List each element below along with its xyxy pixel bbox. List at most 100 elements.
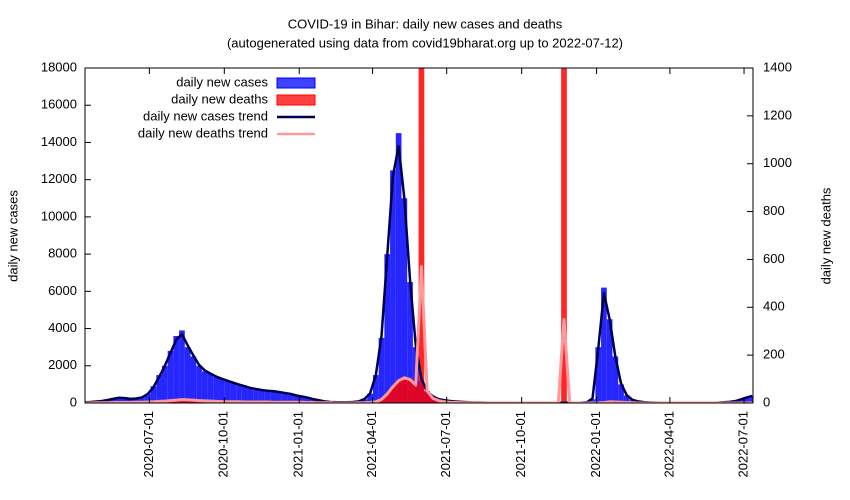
x-tick-label: 2021-07-01 xyxy=(438,411,453,478)
bar xyxy=(179,330,185,403)
bar xyxy=(133,398,140,403)
bar xyxy=(298,396,305,403)
bar xyxy=(270,390,277,403)
bar xyxy=(401,198,408,403)
y2-tick-label: 600 xyxy=(763,251,785,266)
x-tick-label: 2021-10-01 xyxy=(513,411,528,478)
bar xyxy=(407,282,413,403)
bar xyxy=(293,395,299,403)
y-tick-label: 12000 xyxy=(41,171,77,186)
bar xyxy=(304,397,311,403)
bar xyxy=(412,385,419,403)
bar xyxy=(429,398,436,403)
bar xyxy=(395,380,402,403)
bar xyxy=(213,376,220,403)
bar xyxy=(401,376,408,403)
bar xyxy=(201,371,208,403)
bar xyxy=(139,397,145,403)
bar xyxy=(161,365,168,403)
x-tick-label: 2021-04-01 xyxy=(364,411,379,478)
bar xyxy=(173,336,180,403)
y2-tick-label: 1200 xyxy=(763,107,792,122)
bar xyxy=(281,392,288,403)
bar xyxy=(743,397,750,403)
x-tick-label: 2022-01-01 xyxy=(588,411,603,478)
y-tick-label: 14000 xyxy=(41,134,77,149)
legend-swatch xyxy=(276,77,316,89)
bar xyxy=(618,384,624,403)
y-axis-label: daily new cases xyxy=(5,190,20,282)
trend-line xyxy=(85,265,753,403)
bar xyxy=(264,390,271,403)
legend-label: daily new deaths xyxy=(171,91,268,106)
bar xyxy=(737,399,744,403)
legend-label: daily new cases xyxy=(176,74,268,89)
bar xyxy=(361,399,368,403)
bar xyxy=(150,386,157,403)
bar xyxy=(395,133,402,403)
bar xyxy=(110,398,117,403)
bar xyxy=(749,395,753,403)
y-tick-label: 6000 xyxy=(48,283,77,298)
bar xyxy=(207,373,214,403)
x-tick-label: 2020-07-01 xyxy=(141,411,156,478)
bar xyxy=(116,397,123,403)
y2-tick-label: 1000 xyxy=(763,155,792,170)
x-tick-label: 2020-10-01 xyxy=(216,411,231,478)
y-tick-label: 2000 xyxy=(48,357,77,372)
bar xyxy=(589,399,596,403)
y2-tick-label: 400 xyxy=(763,299,785,314)
bar xyxy=(230,382,237,403)
bar xyxy=(276,391,282,403)
bar xyxy=(236,384,242,403)
x-tick-label: 2022-07-01 xyxy=(735,411,750,478)
bar xyxy=(424,391,430,403)
y-tick-label: 0 xyxy=(70,394,77,409)
bar xyxy=(418,68,425,403)
legend-swatch xyxy=(276,94,316,106)
bar xyxy=(561,68,567,403)
y-tick-label: 16000 xyxy=(41,97,77,112)
bar xyxy=(190,356,197,403)
bar xyxy=(196,365,202,403)
y2-axis-label: daily new deaths xyxy=(818,187,833,284)
bar xyxy=(144,393,151,403)
y-tick-label: 4000 xyxy=(48,320,77,335)
x-tick-label: 2022-04-01 xyxy=(661,411,676,478)
bar xyxy=(156,375,162,403)
bar xyxy=(241,386,248,403)
y-tick-label: 8000 xyxy=(48,246,77,261)
bar xyxy=(253,389,259,403)
bar xyxy=(184,347,191,403)
x-tick-label: 2021-01-01 xyxy=(291,411,306,478)
plot-frame xyxy=(84,67,754,404)
bar xyxy=(390,386,396,403)
bar xyxy=(122,398,128,403)
legend-label: daily new cases trend xyxy=(143,108,268,123)
bar xyxy=(623,395,630,403)
bar xyxy=(372,375,379,403)
y-tick-label: 18000 xyxy=(41,59,77,74)
bar xyxy=(224,380,231,403)
bar xyxy=(384,393,391,403)
bar xyxy=(247,388,254,403)
bar xyxy=(601,287,607,403)
bar xyxy=(390,170,396,403)
bar xyxy=(184,399,191,403)
bar xyxy=(219,378,225,403)
bar xyxy=(407,379,413,403)
bar xyxy=(167,350,174,403)
chart-subtitle: (autogenerated using data from covid19bh… xyxy=(227,35,623,50)
bar xyxy=(287,393,294,403)
y2-tick-label: 1400 xyxy=(763,59,792,74)
bar xyxy=(367,393,373,403)
bar xyxy=(384,254,391,403)
plot-marks xyxy=(85,68,753,403)
bar xyxy=(606,319,613,403)
y2-tick-label: 0 xyxy=(763,394,770,409)
chart-title: COVID-19 in Bihar: daily new cases and d… xyxy=(288,16,563,31)
bar xyxy=(179,399,185,403)
y2-tick-label: 200 xyxy=(763,347,785,362)
bar xyxy=(378,399,385,403)
